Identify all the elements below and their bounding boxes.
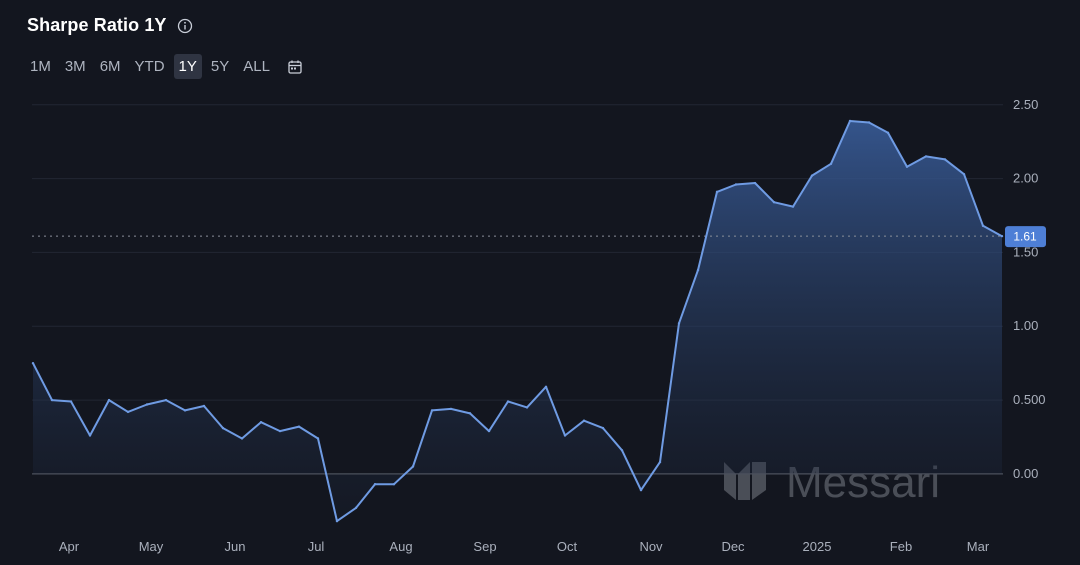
data-point [411, 465, 415, 468]
data-point [1000, 234, 1004, 238]
data-point [924, 155, 928, 158]
data-point [772, 201, 776, 204]
chart-header: Sharpe Ratio 1Y [27, 15, 193, 36]
data-point [221, 426, 225, 430]
data-point [981, 224, 985, 228]
data-point [107, 398, 111, 402]
range-1m[interactable]: 1M [30, 58, 51, 75]
data-point [297, 425, 301, 428]
data-point [506, 400, 510, 403]
data-point [183, 409, 187, 412]
data-point [563, 434, 567, 437]
series-line [32, 120, 1003, 523]
data-point [753, 181, 757, 185]
info-icon[interactable] [177, 18, 193, 34]
data-point [316, 437, 320, 440]
range-ytd[interactable]: YTD [134, 58, 165, 75]
range-all[interactable]: ALL [243, 58, 270, 75]
data-point [354, 506, 358, 510]
data-point [715, 190, 719, 194]
data-point [449, 407, 453, 411]
data-point [582, 419, 586, 422]
data-point [601, 426, 605, 430]
data-point [658, 460, 662, 464]
data-point [373, 483, 377, 486]
data-point [905, 165, 909, 168]
last-value-bg [1005, 226, 1046, 248]
y-axis: 0.00 0.500 1.00 1.50 2.00 2.50 [1013, 97, 1046, 481]
data-point [259, 421, 263, 424]
data-point [335, 519, 339, 523]
chart-title: Sharpe Ratio 1Y [27, 15, 167, 35]
x-tick-label: Aug [389, 539, 412, 554]
series-points [31, 119, 1004, 523]
x-tick-label: Mar [967, 539, 990, 554]
range-6m[interactable]: 6M [99, 58, 121, 75]
data-point [88, 434, 92, 437]
data-point [962, 172, 966, 176]
range-selector: 1M 3M 6M YTD 1Y 5Y ALL [25, 54, 303, 79]
x-tick-label: Dec [721, 539, 745, 554]
data-point [430, 409, 434, 412]
x-tick-label: Sep [473, 539, 496, 554]
data-point [677, 322, 681, 325]
x-axis: Apr May Jun Jul Aug Sep Oct Nov Dec 2025 Feb Mar [59, 539, 990, 554]
x-tick-label: Jun [225, 539, 246, 554]
data-point [145, 403, 149, 406]
y-tick-label: 2.50 [1013, 97, 1038, 112]
y-tick-label: 2.00 [1013, 171, 1038, 186]
data-point [544, 385, 548, 388]
y-tick-label: 0.500 [1013, 392, 1046, 407]
x-tick-label: May [139, 539, 164, 554]
data-point [848, 119, 852, 123]
data-point [696, 268, 700, 272]
x-tick-label: Apr [59, 539, 80, 554]
data-point [810, 174, 814, 177]
x-tick-label: Nov [639, 539, 663, 554]
data-point [886, 131, 890, 135]
x-tick-label: 2025 [803, 539, 832, 554]
data-point [31, 361, 35, 365]
calendar-icon[interactable] [287, 59, 303, 75]
data-point [278, 429, 282, 433]
data-point [829, 162, 833, 166]
data-point [202, 404, 206, 408]
data-point [943, 158, 947, 161]
data-point [525, 406, 529, 409]
range-5y[interactable]: 5Y [210, 58, 230, 75]
x-tick-label: Feb [890, 539, 912, 554]
data-point [620, 449, 624, 452]
data-point [791, 205, 795, 208]
range-3m[interactable]: 3M [64, 58, 86, 75]
data-point [639, 488, 643, 492]
data-point [487, 429, 491, 433]
data-point [392, 483, 396, 486]
data-point [164, 398, 168, 402]
series-area [33, 121, 1002, 522]
data-point [734, 183, 738, 186]
data-point [240, 437, 244, 440]
x-tick-label: Jul [308, 539, 325, 554]
data-point [867, 121, 871, 124]
data-point [468, 412, 472, 415]
range-1y[interactable]: 1Y [173, 54, 202, 79]
x-tick-label: Oct [557, 539, 578, 554]
y-tick-label: 1.50 [1013, 244, 1038, 259]
data-point [69, 400, 73, 403]
data-point [126, 410, 130, 414]
data-point [50, 398, 54, 402]
y-tick-label: 1.00 [1013, 318, 1038, 333]
last-value-label: 1.61 [1013, 230, 1037, 244]
last-value-badge: 1.61 [1005, 226, 1046, 248]
y-tick-label: 0.00 [1013, 466, 1038, 481]
